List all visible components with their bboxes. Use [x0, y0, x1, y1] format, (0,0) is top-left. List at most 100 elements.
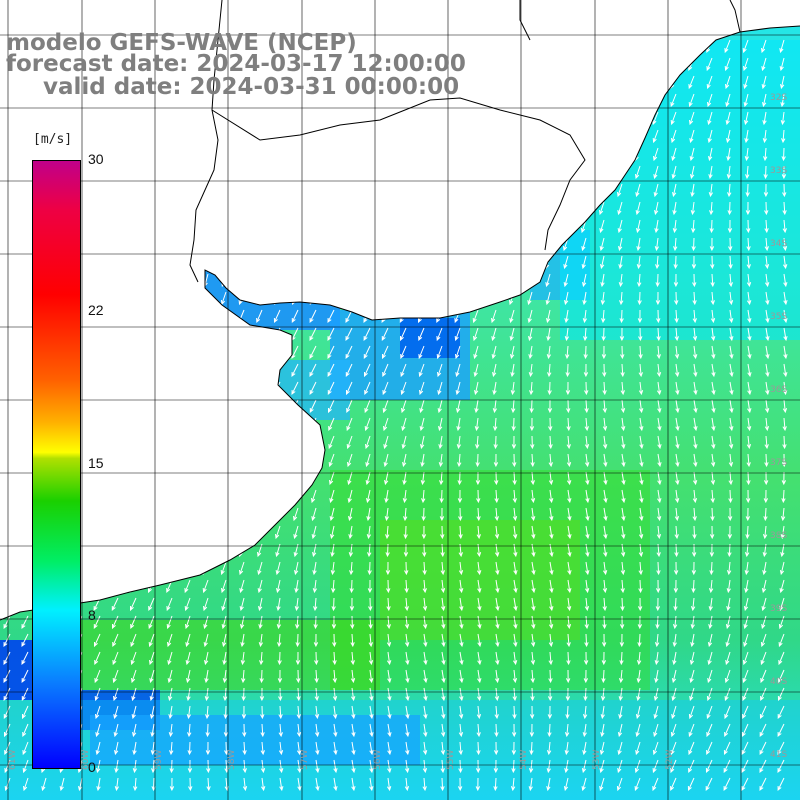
- wind-arrow: [327, 345, 335, 360]
- wind-arrow: [651, 39, 659, 54]
- wind-arrow: [765, 327, 770, 342]
- wind-arrow: [404, 759, 410, 774]
- wind-arrow: [346, 435, 353, 450]
- wind-arrow: [23, 453, 29, 468]
- wind-arrow: [709, 237, 715, 252]
- wind-arrow: [728, 489, 733, 504]
- wind-arrow: [688, 723, 695, 738]
- wind-arrow: [148, 399, 155, 414]
- wind-arrow: [693, 363, 698, 378]
- wind-arrow: [312, 579, 318, 594]
- wind-arrow: [457, 489, 463, 504]
- wind-arrow: [741, 741, 749, 756]
- wind-arrow: [530, 453, 535, 468]
- wind-arrow: [489, 201, 497, 216]
- wind-arrow: [401, 435, 407, 450]
- wind-arrow: [113, 381, 119, 396]
- wind-arrow: [507, 93, 515, 108]
- wind-arrow: [673, 561, 679, 576]
- wind-arrow: [617, 741, 623, 756]
- wind-arrow: [543, 147, 551, 162]
- wind-arrow: [345, 273, 353, 288]
- wind-arrow: [743, 597, 749, 612]
- wind-arrow: [291, 363, 299, 378]
- wind-arrow: [115, 237, 121, 252]
- wind-arrow: [528, 759, 534, 774]
- wind-arrow: [763, 147, 768, 162]
- wind-arrow: [762, 129, 768, 144]
- wind-arrow: [148, 381, 155, 396]
- wind-arrow: [255, 417, 263, 432]
- lon-label: 52W: [665, 750, 675, 770]
- wind-arrow: [78, 777, 83, 792]
- wind-arrow: [295, 111, 300, 126]
- wind-arrow: [472, 75, 479, 90]
- wind-arrow: [584, 453, 590, 468]
- wind-arrow: [747, 309, 752, 324]
- wind-arrow: [563, 777, 569, 792]
- wind-arrow: [274, 273, 281, 288]
- colorbar-tick-22: 22: [88, 302, 104, 318]
- wind-arrow: [693, 417, 698, 432]
- wind-arrow: [564, 723, 570, 738]
- wind-arrow: [4, 723, 11, 738]
- wind-arrow: [165, 489, 173, 504]
- wind-arrow: [148, 417, 155, 432]
- wind-arrow: [691, 219, 696, 234]
- wind-arrow: [330, 111, 335, 126]
- wind-arrow: [345, 327, 353, 342]
- wind-arrow: [691, 255, 697, 270]
- wind-arrow: [582, 273, 587, 288]
- wind-arrow: [764, 237, 769, 252]
- wind-arrow: [530, 489, 536, 504]
- wind-arrow: [783, 363, 788, 378]
- wind-arrow: [746, 471, 751, 486]
- wind-arrow: [382, 183, 389, 198]
- wind-arrow: [525, 93, 533, 108]
- wind-arrow: [603, 471, 608, 486]
- wind-arrow: [510, 381, 516, 396]
- wind-arrow: [400, 129, 407, 144]
- wind-arrow: [291, 417, 299, 432]
- wind-arrow: [277, 111, 282, 126]
- wind-arrow: [579, 57, 587, 72]
- wind-arrow: [382, 381, 389, 396]
- wind-arrow: [169, 741, 174, 756]
- wind-arrow: [493, 759, 499, 774]
- wind-arrow: [441, 705, 446, 720]
- wind-arrow: [169, 183, 175, 198]
- wind-arrow: [579, 93, 587, 108]
- wind-arrow: [277, 651, 282, 666]
- wind-arrow: [329, 507, 335, 522]
- wind-arrow: [383, 453, 389, 468]
- wind-arrow: [399, 291, 407, 306]
- wind-arrow: [369, 705, 374, 720]
- wind-arrow: [150, 723, 155, 738]
- wind-arrow: [309, 399, 317, 414]
- wind-arrow: [454, 111, 461, 126]
- wind-arrow: [492, 381, 497, 396]
- wind-arrow: [239, 219, 245, 234]
- wind-arrow: [440, 561, 445, 576]
- wind-arrow: [743, 615, 749, 630]
- wind-arrow: [95, 741, 101, 756]
- wind-arrow: [656, 525, 662, 540]
- wind-arrow: [759, 741, 767, 756]
- wind-arrow: [494, 705, 499, 720]
- wind-arrow: [256, 309, 263, 324]
- wind-arrow: [418, 363, 425, 378]
- wind-arrow: [453, 165, 461, 180]
- wind-arrow: [453, 147, 461, 162]
- wind-arrow: [165, 417, 173, 432]
- wind-arrow: [135, 111, 140, 126]
- wind-arrow: [220, 291, 227, 306]
- wind-arrow: [619, 615, 625, 630]
- wind-arrow: [745, 507, 751, 522]
- lon-label: 61W: [8, 750, 18, 770]
- wind-arrow: [475, 435, 480, 450]
- wind-arrow: [585, 561, 590, 576]
- wind-arrow: [22, 723, 29, 738]
- wind-arrow: [637, 633, 642, 648]
- wind-arrow: [329, 147, 335, 162]
- wind-arrow: [567, 579, 572, 594]
